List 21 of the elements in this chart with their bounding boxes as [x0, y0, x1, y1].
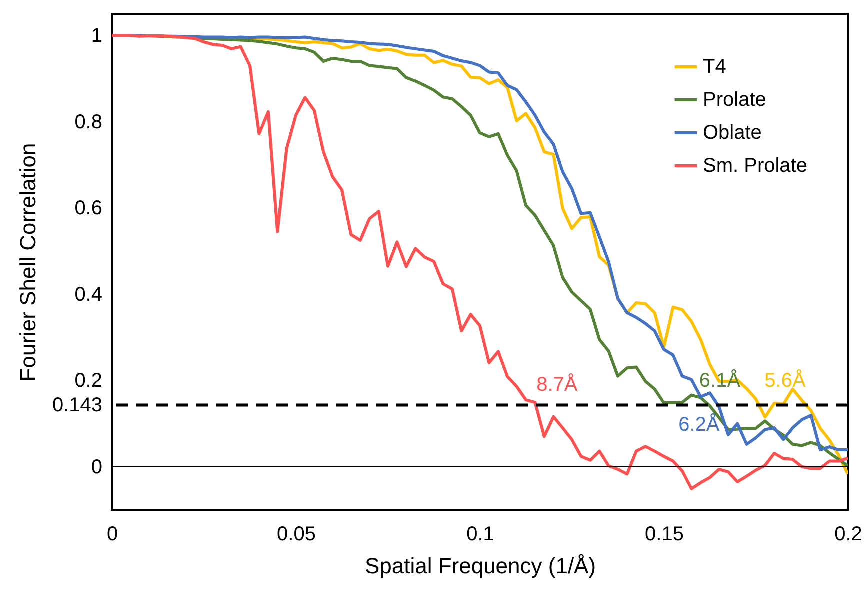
annotation: 5.6Å: [764, 369, 806, 392]
annotation: 6.2Å: [678, 413, 720, 436]
y-tick-label: 0.6: [74, 198, 102, 220]
y-tick-label: 0.143: [52, 394, 102, 417]
legend-label: Oblate: [703, 122, 762, 144]
x-tick-label: 0.2: [834, 524, 862, 546]
y-tick-label: 0.4: [74, 284, 102, 306]
y-axis-title: Fourier Shell Correlation: [15, 143, 40, 382]
x-tick-label: 0.05: [277, 524, 316, 546]
y-tick-label: 0.2: [74, 370, 102, 392]
y-tick-label: 1: [91, 25, 102, 48]
annotation: 8.7Å: [536, 373, 578, 396]
x-tick-label: 0.15: [645, 524, 684, 546]
x-axis-title: Spatial Frequency (1/Å): [364, 554, 596, 578]
legend-label: Prolate: [703, 89, 766, 111]
x-tick-label: 0.1: [466, 524, 494, 546]
legend-label: Sm. Prolate: [703, 155, 808, 177]
x-tick-label: 0: [106, 524, 118, 546]
y-tick-label: 0: [91, 456, 102, 478]
y-tick-label: 0.8: [74, 111, 102, 134]
legend-label: T4: [703, 56, 726, 78]
